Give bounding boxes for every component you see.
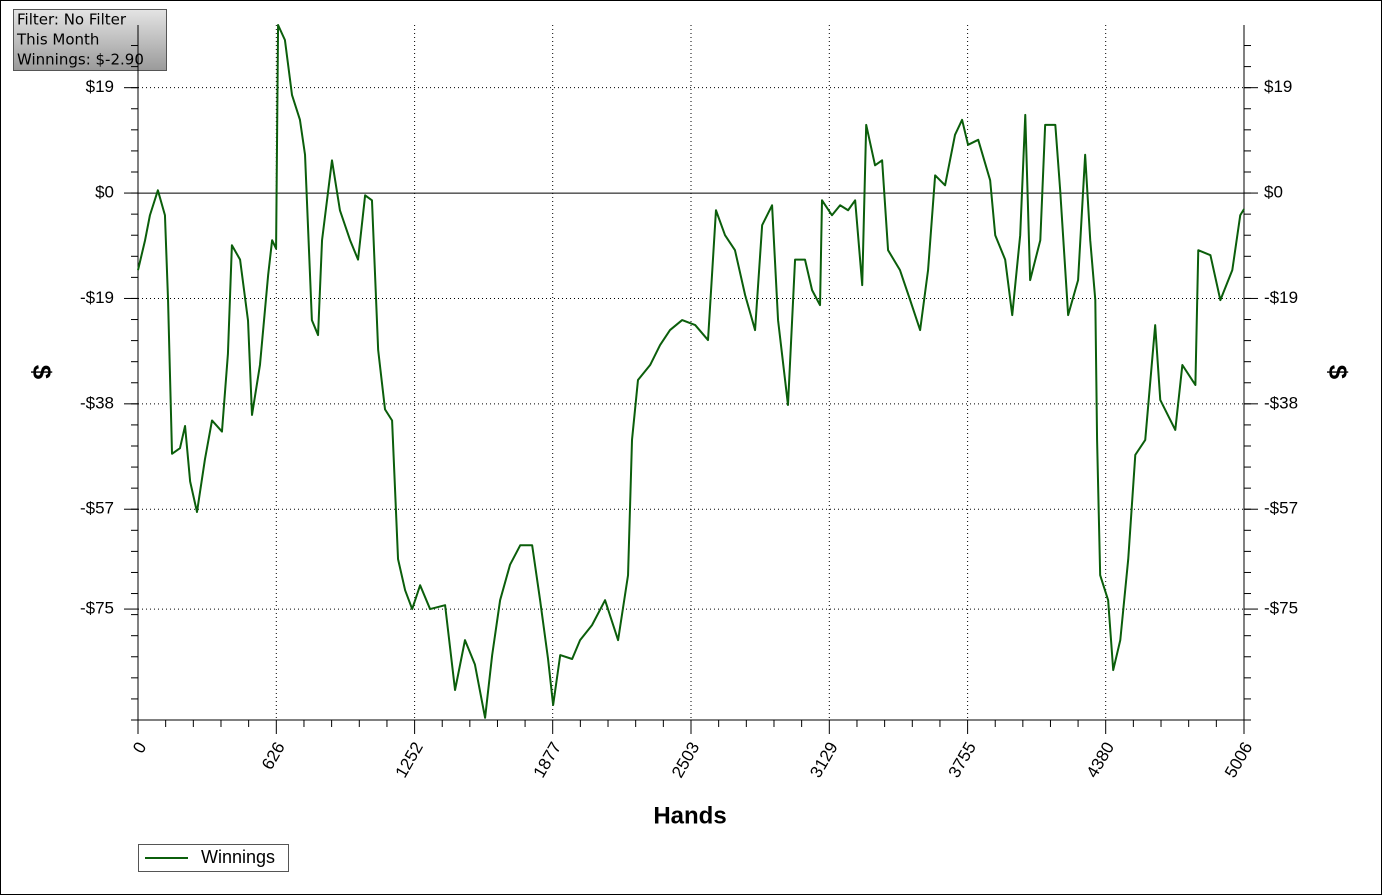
series-line (137, 24, 1245, 719)
y2-tick-label: $19 (1264, 77, 1292, 96)
y2-tick-label: -$19 (1264, 288, 1298, 307)
y-tick-label: -$19 (80, 288, 114, 307)
y-tick-label: $19 (86, 77, 114, 96)
x-axis-title: Hands (653, 802, 726, 829)
y-tick-label: -$38 (80, 393, 114, 412)
y-tick-label: -$75 (80, 599, 114, 618)
info-box (13, 9, 167, 71)
info-lines: Filter: No Filter This Month Winnings: $-2… (16, 11, 144, 69)
y2-tick-label: -$57 (1264, 499, 1298, 518)
y2-tick-label: -$75 (1264, 599, 1298, 618)
y2-tick-label: $0 (1264, 183, 1283, 202)
y2-tick-label: -$38 (1264, 393, 1298, 412)
y-axis-title: $ (27, 365, 57, 380)
y2-axis-title: $ (1323, 365, 1353, 380)
legend (138, 844, 289, 872)
y-tick-label: $0 (95, 183, 114, 202)
legend-label: Winnings (201, 847, 275, 867)
info-line: Filter: No Filter (17, 11, 127, 29)
info-line: This Month (16, 31, 99, 49)
y-tick-label: -$57 (80, 499, 114, 518)
info-line: Winnings: $-2.90 (17, 51, 144, 69)
